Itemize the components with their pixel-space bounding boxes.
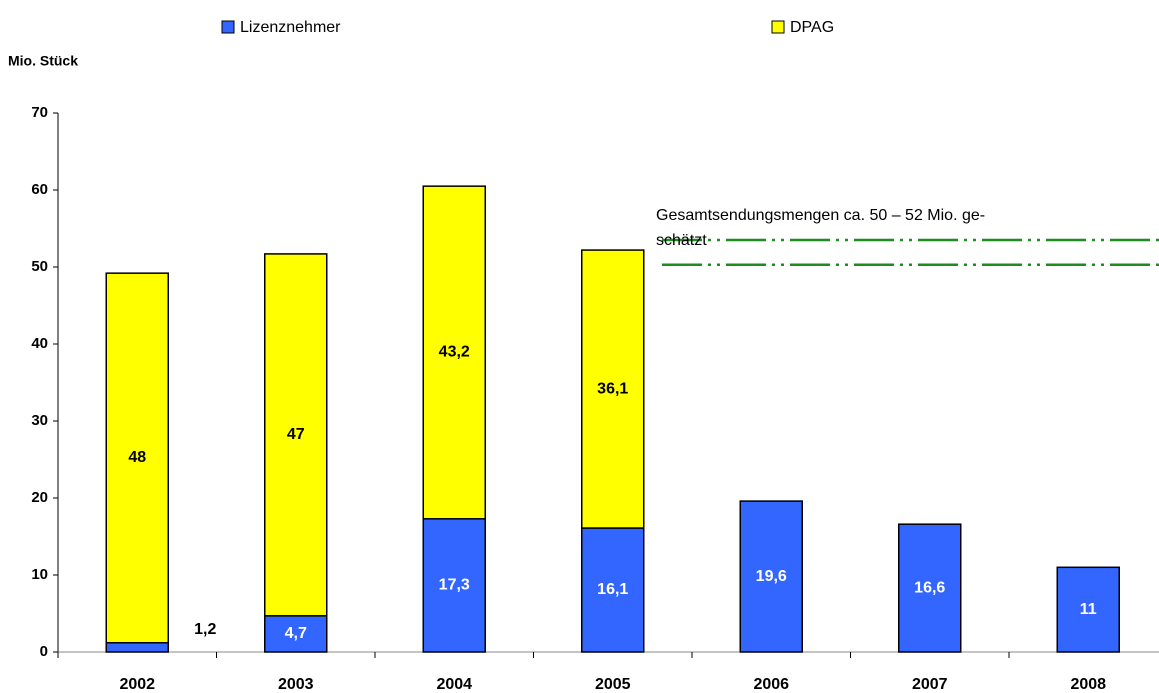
bar-segment — [264, 253, 328, 617]
data-label: 47 — [287, 426, 305, 443]
bar-segment — [581, 527, 645, 653]
data-label: 16,1 — [597, 581, 628, 598]
legend-swatch — [771, 20, 785, 34]
data-label: 43,2 — [439, 344, 470, 361]
legend-label: DPAG — [790, 19, 834, 36]
x-tick-label: 2005 — [595, 676, 631, 693]
data-label: 4,7 — [285, 625, 307, 642]
y-tick-label: 40 — [31, 335, 48, 352]
x-tick-label: 2006 — [753, 676, 789, 693]
x-tick-label: 2008 — [1070, 676, 1106, 693]
y-tick-label: 60 — [31, 181, 48, 198]
x-tick-label: 2002 — [119, 676, 155, 693]
y-tick-label: 20 — [31, 489, 48, 506]
annotation: Gesamtsendungsmengen ca. 50 – 52 Mio. ge… — [656, 207, 985, 224]
x-tick-label: 2003 — [278, 676, 314, 693]
bar-segment — [422, 185, 486, 520]
annotation: schätzt — [656, 232, 707, 249]
data-label: 19,6 — [756, 568, 787, 585]
legend-swatch — [221, 20, 235, 34]
x-tick-label: 2004 — [436, 676, 472, 693]
y-tick-label: 50 — [31, 258, 48, 275]
bar-segment — [105, 642, 169, 653]
data-label: 11 — [1080, 601, 1097, 618]
bar-segment — [739, 500, 803, 653]
y-tick-label: 0 — [40, 643, 48, 660]
data-label: 1,2 — [194, 621, 216, 638]
bar-segment — [1056, 566, 1120, 653]
y-axis-label: Mio. Stück — [8, 53, 78, 69]
bar-segment — [898, 523, 962, 653]
data-label: 17,3 — [439, 577, 470, 594]
data-label: 16,6 — [914, 579, 945, 596]
bar-segment — [422, 518, 486, 653]
y-tick-label: 70 — [31, 104, 48, 121]
data-label: 36,1 — [597, 380, 628, 397]
y-tick-label: 30 — [31, 412, 48, 429]
x-tick-label: 2007 — [912, 676, 948, 693]
data-label: 48 — [128, 449, 146, 466]
bar-segment — [105, 272, 169, 644]
legend-label: Lizenznehmer — [240, 19, 341, 36]
y-tick-label: 10 — [31, 566, 48, 583]
bar-segment — [581, 249, 645, 529]
